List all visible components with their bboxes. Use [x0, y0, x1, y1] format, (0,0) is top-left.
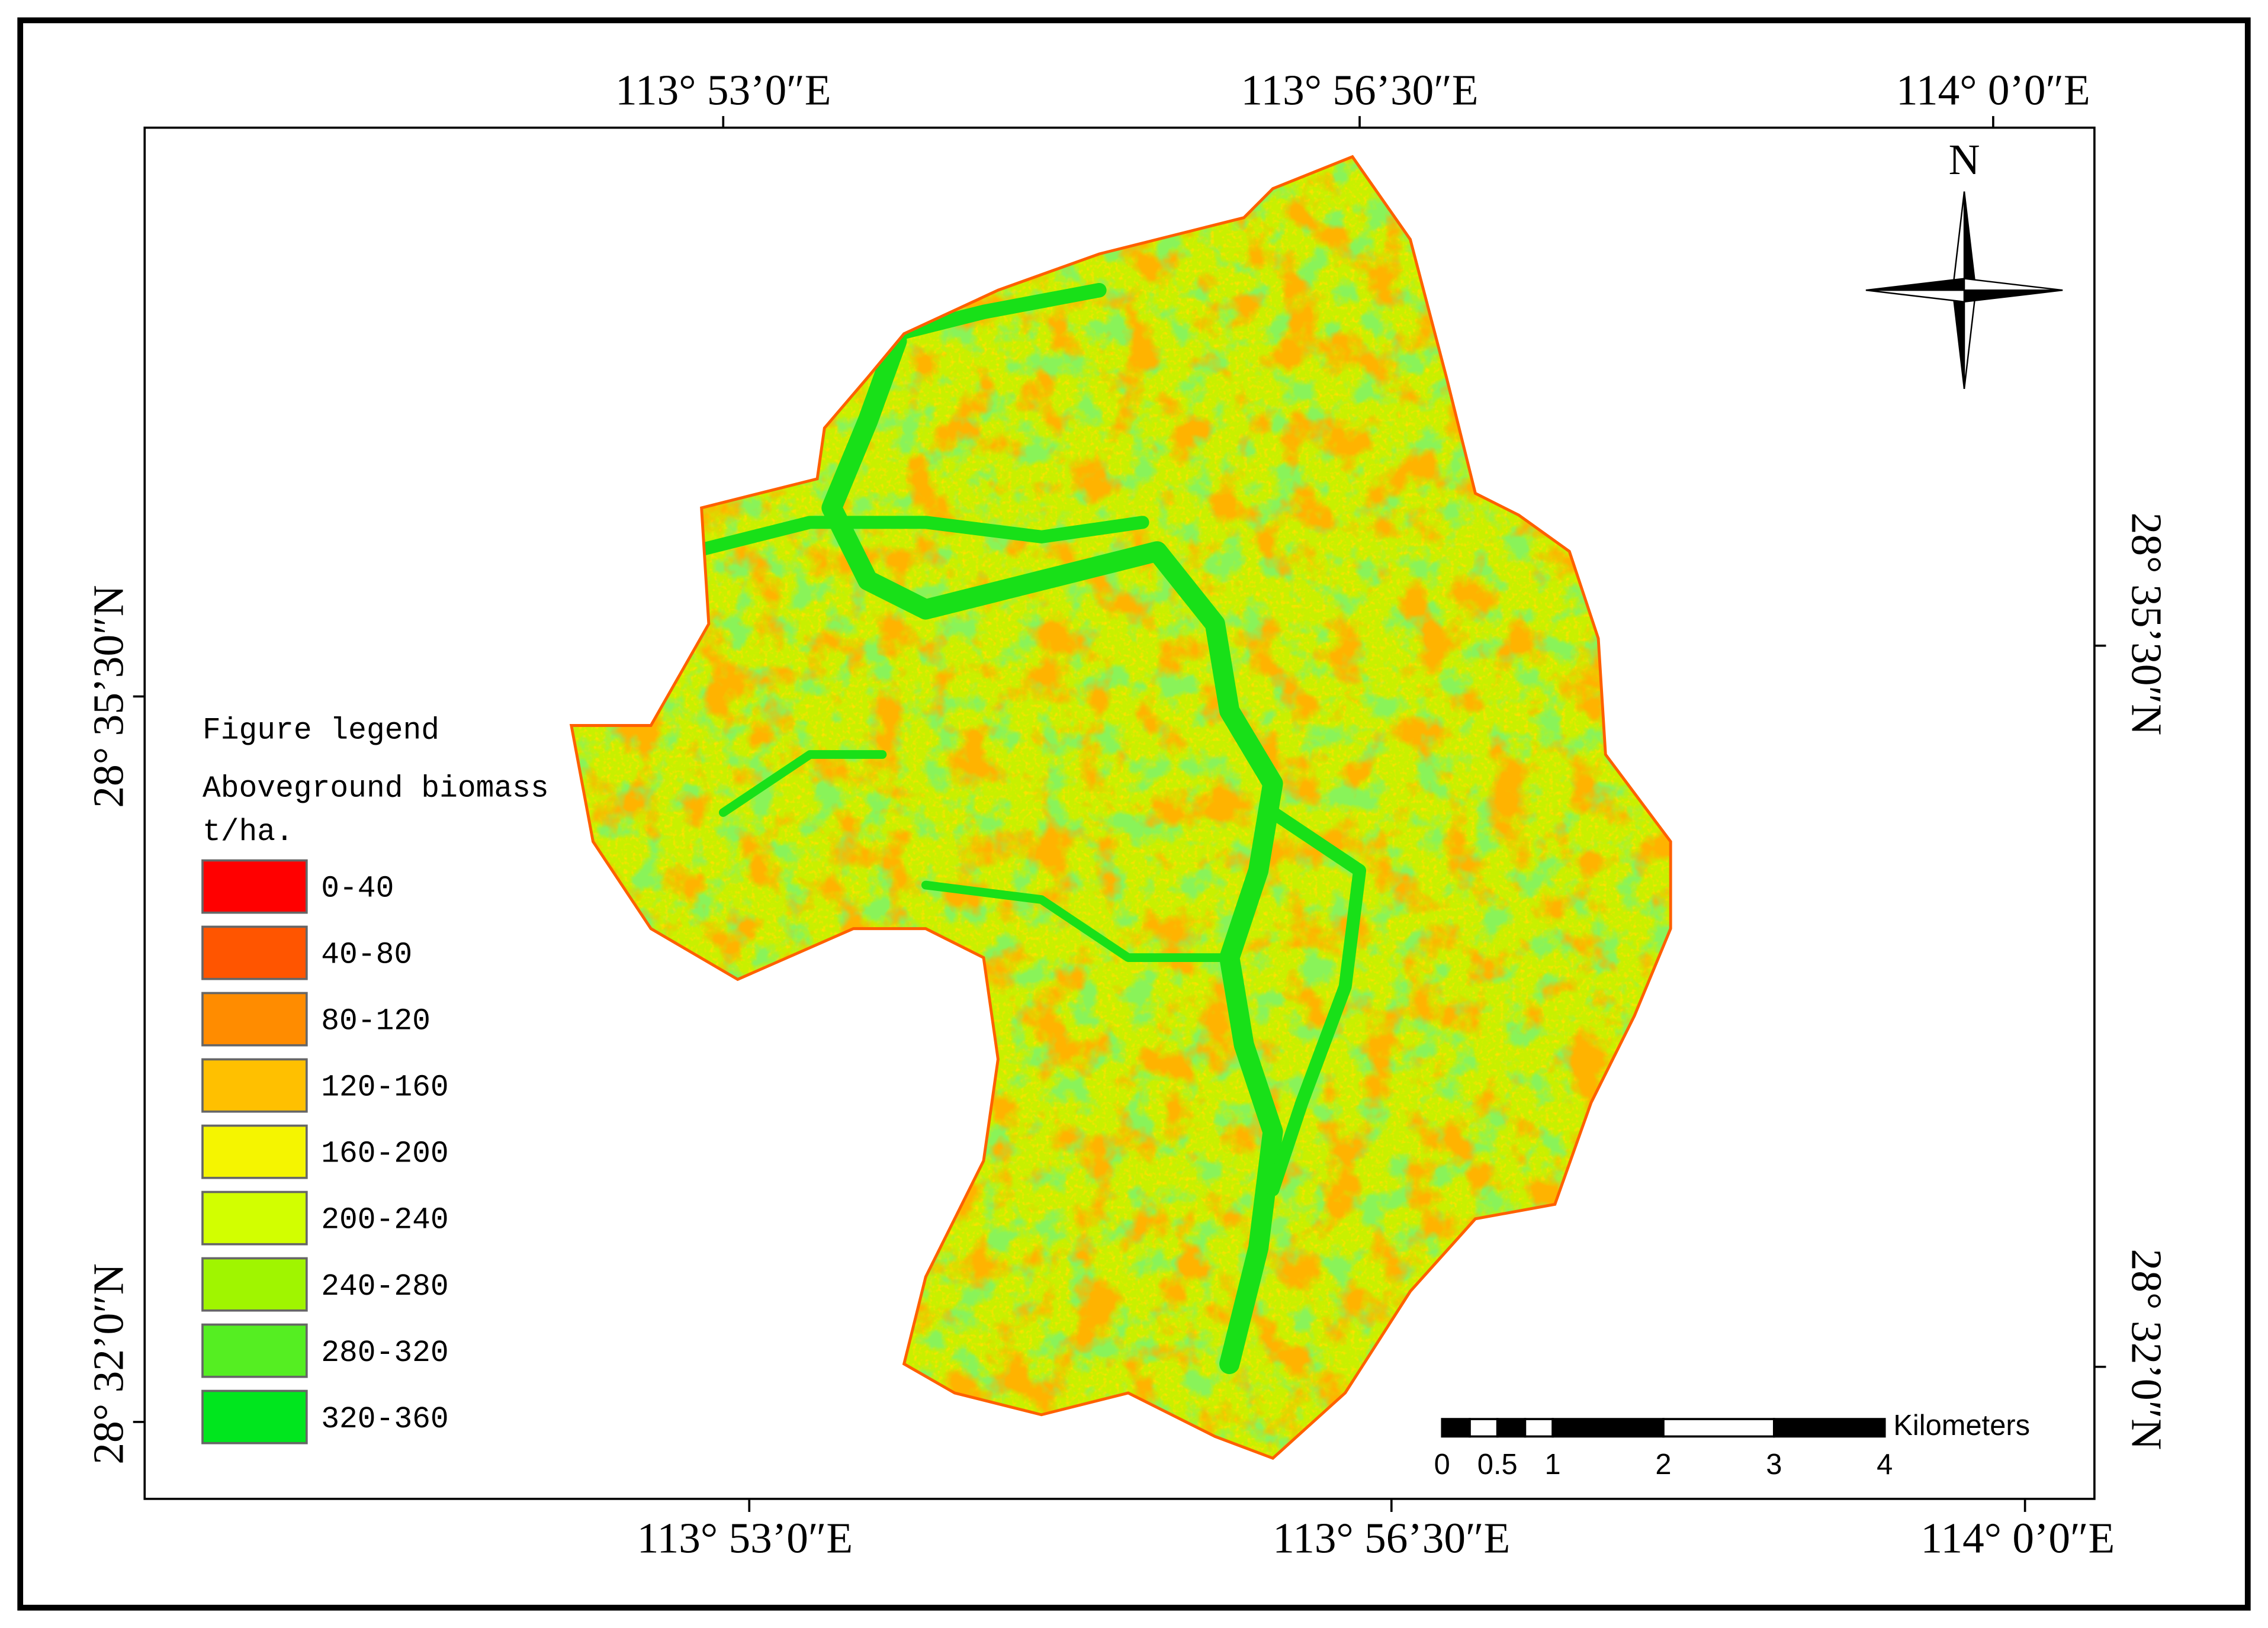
legend-label: 160-200: [321, 1137, 448, 1172]
legend-label: 80-120: [321, 1005, 431, 1039]
scale-segment: [1496, 1418, 1527, 1438]
legend-label: 120-160: [321, 1071, 448, 1105]
scale-segment: [1469, 1418, 1499, 1438]
scale-segment: [1773, 1418, 1886, 1438]
scale-segment: [1662, 1418, 1775, 1438]
scale-segment: [1551, 1418, 1665, 1438]
outer-border: [17, 17, 2251, 1611]
right-coord-label: 28° 32’0″N: [2122, 1249, 2170, 1450]
legend-swatch: [201, 992, 308, 1047]
scale-label: 0: [1434, 1449, 1450, 1481]
legend-label: 320-360: [321, 1402, 448, 1437]
legend-label: 280-320: [321, 1336, 448, 1370]
legend-swatch: [201, 1257, 308, 1312]
legend-swatch: [201, 1323, 308, 1378]
scale-label: 2: [1655, 1449, 1671, 1481]
scale-label: 0.5: [1477, 1449, 1518, 1481]
legend-swatch: [201, 859, 308, 914]
legend-unit: t/ha.: [203, 815, 294, 850]
legend-subtitle: Aboveground biomass: [203, 772, 549, 806]
scale-label: 3: [1766, 1449, 1782, 1481]
scale-label: 4: [1877, 1449, 1893, 1481]
legend-swatch: [201, 925, 308, 980]
top-coord-label: 113° 53’0″E: [615, 66, 831, 114]
legend-label: 0-40: [321, 872, 394, 906]
map-frame: [143, 126, 2096, 1500]
legend-swatch: [201, 1389, 308, 1444]
bottom-coord-label: 113° 56’30″E: [1273, 1514, 1510, 1562]
biomass-raster: [571, 156, 1671, 1459]
ticks: [133, 116, 2106, 1512]
region-outline: [569, 155, 1672, 1460]
north-label: N: [1949, 136, 1980, 184]
legend-swatch: [201, 1124, 308, 1179]
legend-label: 240-280: [321, 1270, 448, 1304]
right-coord-label: 28° 35’30″N: [2122, 513, 2170, 736]
top-coord-label: 114° 0’0″E: [1896, 66, 2090, 114]
left-coord-label: 28° 35’30″N: [85, 585, 133, 808]
legend-label: 200-240: [321, 1204, 448, 1238]
scale-label: 1: [1545, 1449, 1561, 1481]
top-coord-label: 113° 56’30″E: [1241, 66, 1479, 114]
scale-segment: [1524, 1418, 1554, 1438]
scale-unit: Kilometers: [1893, 1410, 2030, 1442]
bottom-coord-label: 114° 0’0″E: [1921, 1514, 2115, 1562]
north-arrow: N: [1865, 136, 2063, 390]
legend-swatch: [201, 1191, 308, 1246]
legend-title: Figure legend: [203, 713, 439, 748]
legend-swatch: [201, 1058, 308, 1113]
left-coord-label: 28° 32’0″N: [85, 1263, 133, 1465]
bottom-coord-label: 113° 53’0″E: [637, 1514, 853, 1562]
legend-label: 40-80: [321, 938, 412, 973]
scale-segment: [1441, 1418, 1471, 1438]
legend: Figure legend Aboveground biomass t/ha. …: [201, 713, 549, 1444]
